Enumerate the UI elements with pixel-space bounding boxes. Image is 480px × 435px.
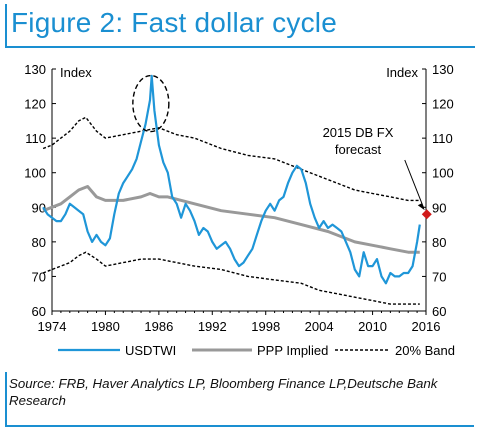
series-layer [42,74,421,305]
y-tick-label-right: 70 [432,269,446,284]
y-tick-label-right: 100 [432,166,454,181]
x-tick-label: 1986 [144,319,173,334]
chart-title: Figure 2: Fast dollar cycle [11,7,337,38]
forecast-arrowhead [417,203,425,211]
source-note: Source: FRB, Haver Analytics LP, Bloombe… [9,376,438,408]
x-tick-label: 1998 [251,319,280,334]
y-tick-label-right: 120 [432,97,454,112]
title-bar: Figure 2: Fast dollar cycle [5,4,475,48]
y-axis-label-right: Index [386,65,418,80]
y-tick-label-left: 110 [25,131,46,146]
peak-highlight-ellipse [132,74,170,133]
y-tick-label-right: 60 [432,304,446,319]
y-tick-label-left: 100 [24,166,46,181]
legend-label-ppp-implied: PPP Implied [257,343,328,358]
x-tick-label: 2010 [358,319,387,334]
source-box: Source: FRB, Haver Analytics LP, Bloombe… [5,372,474,427]
y-tick-label-right: 110 [432,131,453,146]
y-tick-label-left: 80 [32,235,46,250]
chart: 60 60 70 70 80 80 90 90 100 100 110 110 120 120 130 130… [24,62,455,358]
axes: 60 60 70 70 80 80 90 90 100 100 110 110 120 120 130 130… [24,62,453,334]
x-tick-label: 2016 [412,319,441,334]
x-tick-label: 1980 [91,319,120,334]
forecast-annotation-line2: forecast [335,142,382,157]
series-line-20-band [42,116,420,202]
forecast-marker [421,209,432,220]
forecast-arrow-line [404,159,425,209]
y-tick-label-left: 60 [32,304,46,319]
y-tick-label-right: 130 [432,62,454,77]
x-tick-label: 2004 [305,319,334,334]
forecast-annotation-line1: 2015 DB FX [323,125,394,140]
legend-label-20-band: 20% Band [395,343,455,358]
y-tick-label-right: 80 [432,235,446,250]
y-tick-label-left: 70 [32,269,46,284]
y-tick-label-left: 130 [24,62,46,77]
y-tick-label-left: 90 [32,200,46,215]
x-tick-label: 1992 [198,319,227,334]
legend-label-usdtwi: USDTWI [125,343,176,358]
y-axis-label-left: Index [60,65,92,80]
y-tick-label-left: 120 [24,97,46,112]
x-tick-label: 1974 [38,319,67,334]
marks-layer: 2015 DB FX forecast [132,74,432,220]
series-line-usdtwi [42,74,421,285]
series-line-ppp-implied [42,185,420,254]
legend: USDTWI PPP Implied 20% Band [58,343,455,358]
y-tick-label-right: 90 [432,200,446,215]
